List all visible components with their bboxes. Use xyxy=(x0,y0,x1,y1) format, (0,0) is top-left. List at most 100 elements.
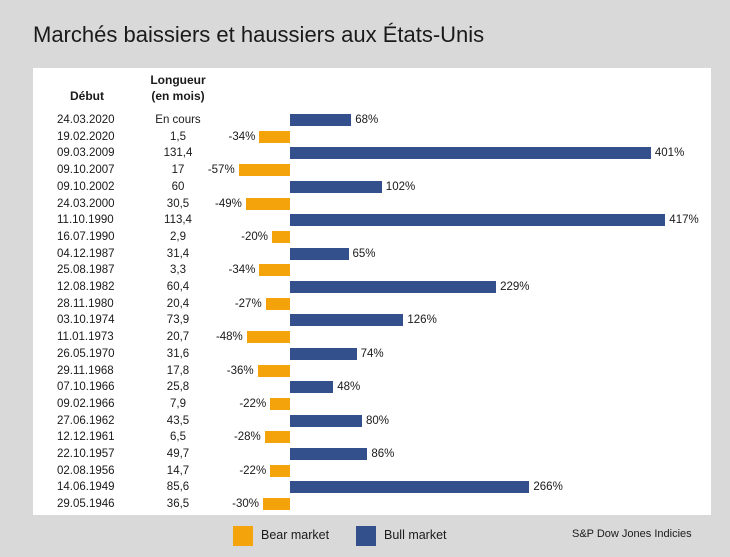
row-length: 7,9 xyxy=(170,397,186,410)
source-note: S&P Dow Jones Indicies xyxy=(572,528,692,540)
bar-value-label: -30% xyxy=(232,498,259,511)
row-start-date: 24.03.2000 xyxy=(57,197,115,210)
legend-swatch-bull xyxy=(356,526,376,546)
row-start-date: 03.10.1974 xyxy=(57,314,115,327)
row-length: 131,4 xyxy=(163,147,193,160)
row-length: 31,6 xyxy=(166,347,190,360)
legend-label-bear: Bear market xyxy=(261,528,330,542)
bear-market-bar xyxy=(265,297,290,310)
bull-market-bar xyxy=(290,381,334,394)
row-length: 31,4 xyxy=(166,247,190,260)
row-start-date: 04.12.1987 xyxy=(57,247,115,260)
bar-value-label: 74% xyxy=(360,347,384,360)
bar-value-label: 65% xyxy=(352,247,376,260)
header-start: Début xyxy=(70,89,104,103)
legend-swatch-bear xyxy=(233,526,253,546)
bar-value-label: 266% xyxy=(533,481,563,494)
row-length: 20,7 xyxy=(166,331,190,344)
row-start-date: 11.10.1990 xyxy=(57,214,114,227)
bar-value-label: 68% xyxy=(355,114,379,126)
row-start-date: 02.08.1956 xyxy=(57,464,115,477)
bear-market-bar xyxy=(272,230,290,243)
bar-value-label: -36% xyxy=(226,364,254,377)
row-length: 30,5 xyxy=(166,197,190,210)
row-start-date: 27.06.1962 xyxy=(57,414,115,427)
row-start-date: 07.10.1966 xyxy=(57,381,115,394)
row-length: 49,7 xyxy=(166,448,190,460)
row-start-date: 19.02.2020 xyxy=(57,130,115,143)
bear-market-bar xyxy=(246,331,290,344)
bar-value-label: -27% xyxy=(234,297,262,310)
bear-market-bar xyxy=(270,397,290,410)
row-length: 17,8 xyxy=(166,364,190,377)
row-length: 14,7 xyxy=(166,464,190,477)
row-start-date: 09.10.2007 xyxy=(57,164,115,177)
row-start-date: 22.10.1957 xyxy=(57,448,115,460)
bear-market-bar xyxy=(259,264,290,277)
bar-value-label: -28% xyxy=(233,431,261,444)
bar-value-label: 126% xyxy=(407,314,437,327)
row-start-date: 24.03.2020 xyxy=(57,114,115,126)
bar-value-label: -22% xyxy=(239,464,267,477)
bar-value-label: -20% xyxy=(241,230,268,243)
bar-value-label: 80% xyxy=(366,414,390,427)
bar-value-label: 417% xyxy=(669,214,699,227)
bar-value-label: 86% xyxy=(371,448,395,460)
row-start-date: 26.05.1970 xyxy=(57,347,115,360)
row-start-date: 11.01.1973 xyxy=(57,331,114,344)
row-length: 17 xyxy=(171,164,185,177)
bar-value-label: 102% xyxy=(385,180,416,193)
row-start-date: 28.11.1980 xyxy=(57,297,114,310)
bull-market-bar xyxy=(290,281,497,293)
row-start-date: 09.10.2002 xyxy=(57,180,115,193)
header-length-line2: (en mois) xyxy=(151,89,205,103)
bar-value-label: 401% xyxy=(654,147,685,160)
row-length: 43,5 xyxy=(166,414,190,427)
row-length: En cours xyxy=(155,114,201,126)
row-length: 1,5 xyxy=(170,130,186,143)
legend-label-bull: Bull market xyxy=(384,528,447,542)
header-length-line1: Longueur xyxy=(150,73,206,87)
row-start-date: 29.05.1946 xyxy=(57,498,115,511)
row-length: 60,4 xyxy=(166,281,190,293)
bar-value-label: -49% xyxy=(215,197,242,210)
row-length: 25,8 xyxy=(166,381,190,394)
bar-value-label: -57% xyxy=(207,164,235,177)
bar-value-label: -34% xyxy=(228,130,256,143)
bear-market-bar xyxy=(264,431,290,444)
row-start-date: 09.03.2009 xyxy=(57,147,115,160)
bar-value-label: -48% xyxy=(215,331,243,344)
bull-market-bar xyxy=(290,214,666,227)
row-length: 73,9 xyxy=(166,314,190,327)
row-length: 36,5 xyxy=(166,498,190,511)
row-start-date: 12.08.1982 xyxy=(57,281,115,293)
bear-market-bar xyxy=(238,164,290,177)
bar-value-label: 229% xyxy=(500,281,530,293)
bear-market-bar xyxy=(257,364,290,377)
bull-market-bar xyxy=(290,347,357,360)
row-length: 60 xyxy=(171,180,185,193)
bull-market-bar xyxy=(290,180,382,193)
bear-market-bar xyxy=(270,464,290,477)
row-length: 113,4 xyxy=(164,214,192,227)
row-length: 20,4 xyxy=(166,297,190,310)
bar-value-label: 48% xyxy=(337,381,361,394)
row-start-date: 25.08.1987 xyxy=(57,264,115,277)
bear-market-bar xyxy=(245,197,290,210)
row-start-date: 16.07.1990 xyxy=(57,230,115,243)
chart-title: Marchés baissiers et haussiers aux États… xyxy=(33,22,485,47)
row-start-date: 09.02.1966 xyxy=(57,397,115,410)
bear-market-bar xyxy=(259,130,290,143)
bull-market-bar xyxy=(290,414,362,427)
bull-market-bar xyxy=(290,114,352,126)
bar-value-label: -22% xyxy=(239,397,267,410)
bar-value-label: -34% xyxy=(228,264,256,277)
row-length: 2,9 xyxy=(170,230,186,243)
row-start-date: 12.12.1961 xyxy=(57,431,115,444)
row-length: 3,3 xyxy=(170,264,186,277)
bull-market-bar xyxy=(290,147,651,160)
row-length: 6,5 xyxy=(170,431,186,444)
bull-market-bar xyxy=(290,481,530,494)
bull-market-bar xyxy=(290,448,368,460)
bull-market-bar xyxy=(290,314,404,327)
